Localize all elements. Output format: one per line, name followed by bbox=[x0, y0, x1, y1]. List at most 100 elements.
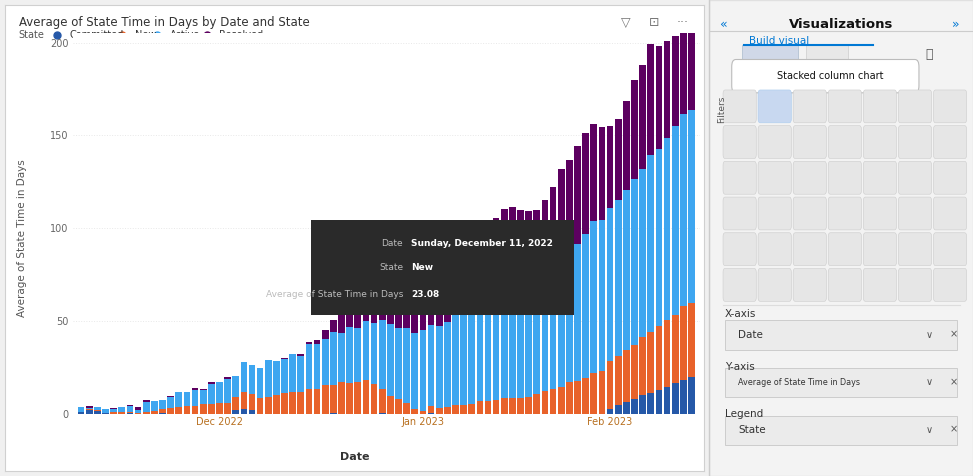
Bar bbox=[566, 245, 573, 382]
Bar bbox=[680, 380, 687, 414]
Bar bbox=[78, 412, 85, 414]
Bar bbox=[160, 413, 165, 414]
Bar bbox=[289, 392, 296, 414]
FancyBboxPatch shape bbox=[898, 90, 931, 123]
Bar bbox=[387, 307, 394, 324]
Bar bbox=[444, 322, 450, 407]
Bar bbox=[224, 403, 231, 414]
Bar bbox=[346, 383, 353, 414]
FancyBboxPatch shape bbox=[793, 233, 826, 266]
FancyBboxPatch shape bbox=[933, 197, 966, 230]
FancyBboxPatch shape bbox=[898, 126, 931, 159]
Bar bbox=[298, 356, 305, 392]
Bar bbox=[533, 274, 540, 394]
Bar bbox=[94, 411, 101, 414]
Bar bbox=[615, 406, 622, 414]
Bar bbox=[525, 277, 532, 397]
Text: Date: Date bbox=[340, 452, 370, 462]
FancyBboxPatch shape bbox=[863, 233, 896, 266]
Bar bbox=[444, 272, 450, 322]
Bar bbox=[533, 210, 540, 274]
FancyBboxPatch shape bbox=[806, 45, 847, 64]
Bar bbox=[558, 251, 564, 387]
Bar bbox=[428, 406, 434, 413]
Bar bbox=[444, 407, 450, 414]
Text: Filters: Filters bbox=[717, 96, 726, 123]
Bar bbox=[160, 409, 165, 413]
Text: ×: × bbox=[950, 377, 957, 387]
FancyBboxPatch shape bbox=[758, 268, 791, 301]
Bar bbox=[542, 200, 549, 263]
Bar bbox=[509, 283, 516, 397]
Bar bbox=[558, 169, 564, 251]
Bar bbox=[550, 259, 557, 389]
Bar bbox=[607, 408, 613, 414]
Bar bbox=[395, 310, 402, 328]
Bar bbox=[346, 298, 353, 327]
Bar bbox=[339, 382, 344, 414]
FancyBboxPatch shape bbox=[828, 197, 861, 230]
Bar bbox=[339, 333, 344, 382]
Bar bbox=[167, 396, 174, 397]
Bar bbox=[378, 320, 385, 389]
Bar bbox=[363, 285, 370, 321]
Bar bbox=[378, 298, 385, 320]
Bar bbox=[477, 254, 484, 301]
FancyBboxPatch shape bbox=[828, 90, 861, 123]
FancyBboxPatch shape bbox=[758, 161, 791, 194]
Bar bbox=[436, 326, 443, 408]
Bar bbox=[233, 376, 239, 397]
Bar bbox=[257, 368, 264, 398]
Bar bbox=[419, 411, 426, 414]
Bar bbox=[240, 362, 247, 392]
Bar bbox=[518, 210, 523, 281]
Bar bbox=[281, 393, 288, 414]
Bar bbox=[208, 384, 215, 405]
FancyBboxPatch shape bbox=[828, 161, 861, 194]
Bar bbox=[143, 412, 150, 414]
Bar bbox=[224, 377, 231, 379]
Bar bbox=[419, 280, 426, 330]
Bar bbox=[371, 291, 378, 323]
Bar bbox=[110, 409, 117, 412]
Bar bbox=[322, 330, 329, 338]
Bar bbox=[86, 409, 92, 410]
FancyBboxPatch shape bbox=[828, 126, 861, 159]
Bar bbox=[647, 393, 654, 414]
FancyBboxPatch shape bbox=[732, 60, 919, 93]
Bar bbox=[460, 264, 467, 306]
Bar bbox=[339, 316, 344, 333]
Bar bbox=[199, 405, 206, 414]
FancyBboxPatch shape bbox=[742, 45, 798, 64]
Bar bbox=[387, 324, 394, 396]
Bar bbox=[322, 386, 329, 414]
Bar bbox=[542, 391, 549, 414]
Bar bbox=[623, 402, 630, 414]
FancyBboxPatch shape bbox=[828, 233, 861, 266]
FancyBboxPatch shape bbox=[723, 233, 756, 266]
Bar bbox=[574, 146, 581, 244]
Bar bbox=[119, 412, 126, 414]
Bar bbox=[167, 408, 174, 414]
Bar bbox=[208, 405, 215, 414]
Text: «: « bbox=[720, 18, 728, 30]
Bar bbox=[509, 397, 516, 414]
Bar bbox=[249, 365, 255, 394]
Bar bbox=[436, 408, 443, 414]
Bar bbox=[639, 395, 646, 414]
Bar bbox=[134, 413, 141, 414]
Text: Visualizations: Visualizations bbox=[789, 18, 893, 30]
Bar bbox=[330, 332, 337, 385]
Bar bbox=[452, 267, 459, 312]
Bar bbox=[688, 377, 695, 414]
Bar bbox=[591, 373, 597, 414]
Bar bbox=[680, 28, 687, 114]
Bar bbox=[419, 330, 426, 411]
Bar bbox=[468, 306, 475, 404]
Bar bbox=[428, 413, 434, 414]
Bar bbox=[233, 397, 239, 410]
Bar bbox=[134, 407, 141, 409]
FancyBboxPatch shape bbox=[828, 268, 861, 301]
Bar bbox=[607, 126, 613, 208]
Bar bbox=[656, 46, 663, 149]
